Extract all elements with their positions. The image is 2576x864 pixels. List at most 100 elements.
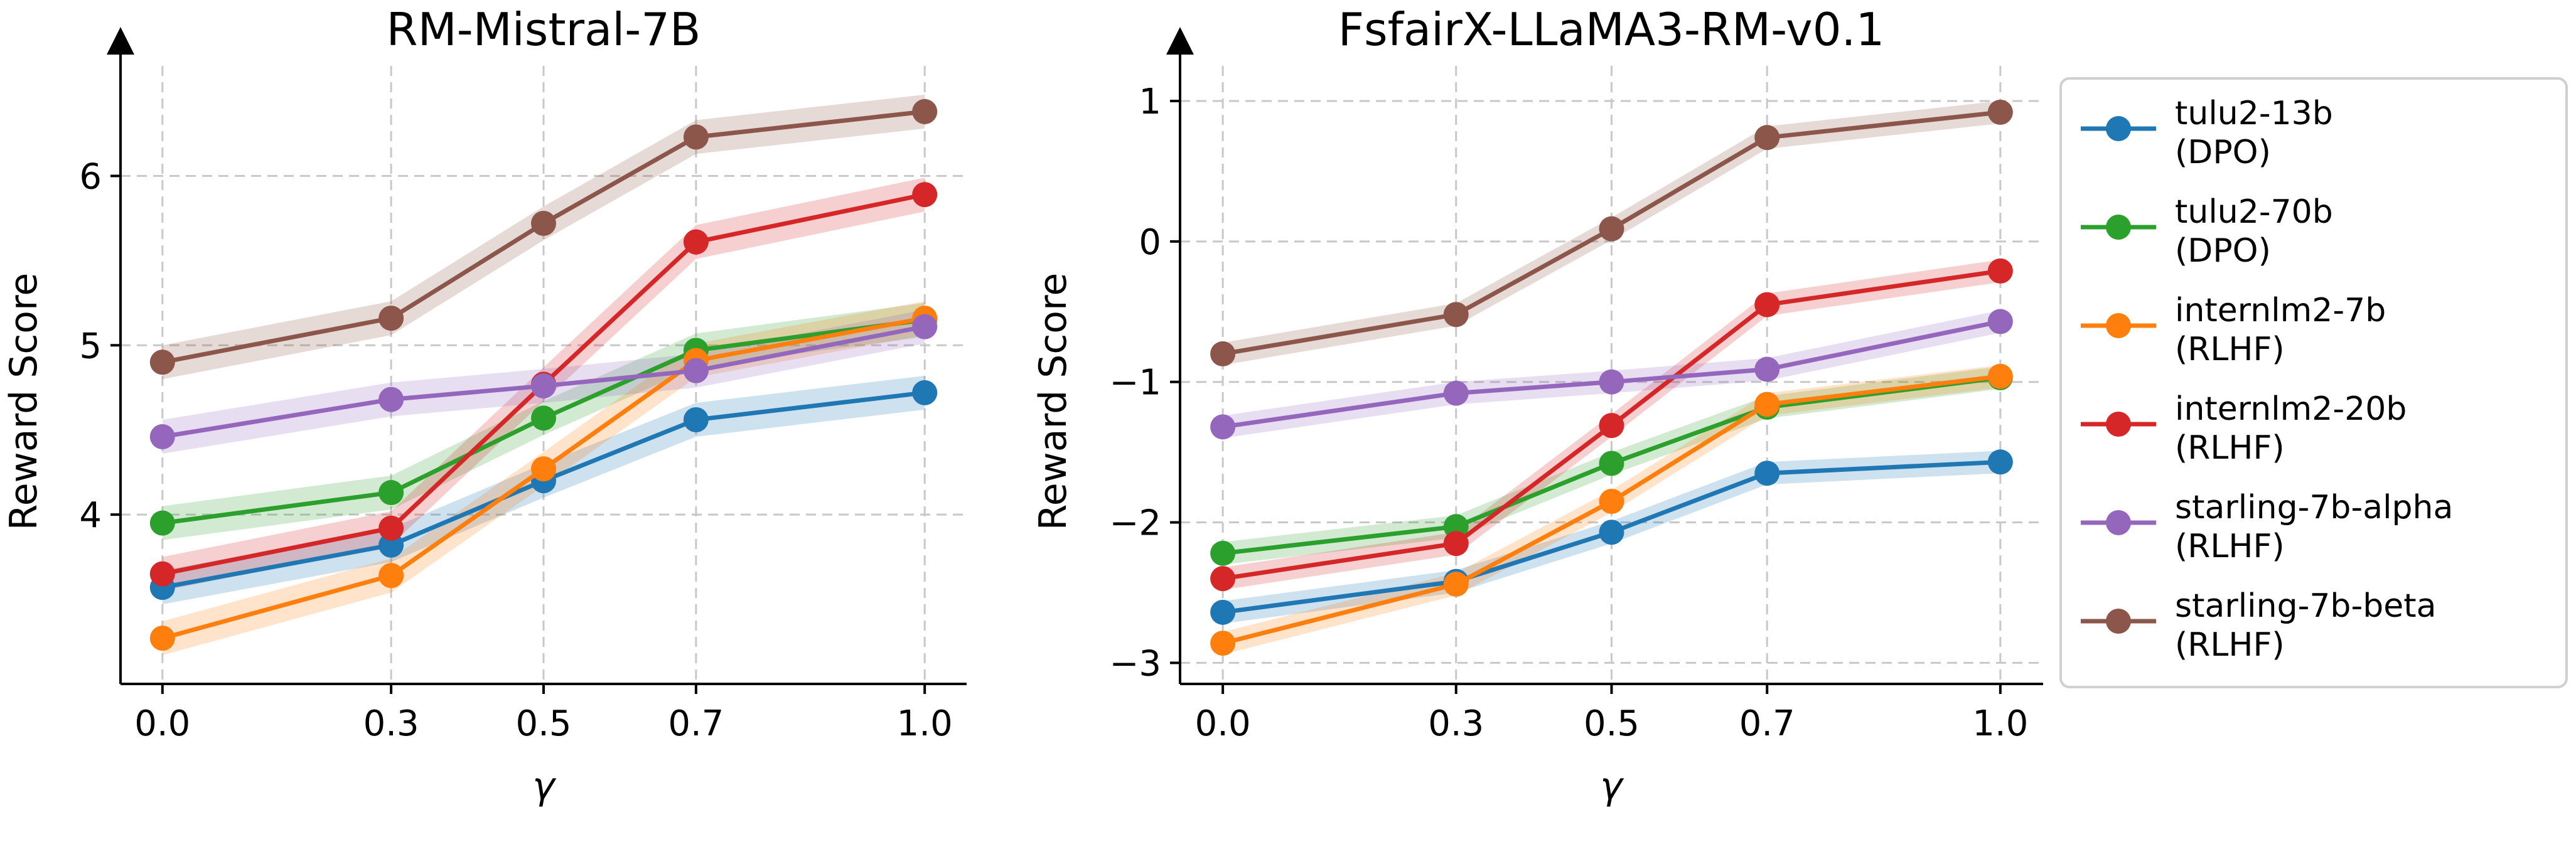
data-point: [1987, 449, 2013, 475]
data-point: [683, 358, 709, 383]
data-point: [1210, 566, 1236, 592]
series-3: [1210, 258, 2013, 592]
legend-label: internlm2-7b: [2175, 292, 2386, 329]
data-point: [1599, 369, 1624, 395]
data-point: [683, 229, 709, 255]
data-point: [1599, 488, 1624, 514]
x-axis-label: γ: [532, 764, 557, 808]
legend-label: starling-7b-beta: [2175, 587, 2436, 625]
legend-frame: [2059, 77, 2568, 688]
data-point: [1210, 414, 1236, 440]
legend-label: internlm2-20b: [2175, 390, 2407, 428]
legend-marker: [2106, 412, 2131, 437]
data-point: [912, 314, 938, 339]
series-5: [149, 99, 938, 375]
x-tick-label: 0.7: [1739, 703, 1795, 744]
data-point: [1443, 302, 1469, 328]
data-point: [1599, 413, 1624, 439]
data-point: [1599, 520, 1624, 545]
legend-entry: tulu2-13b(DPO): [2081, 95, 2333, 171]
legend-entry: internlm2-20b(RLHF): [2081, 390, 2407, 467]
data-point: [1987, 309, 2013, 334]
data-point: [1754, 356, 1780, 382]
legend-sublabel: (DPO): [2175, 232, 2271, 270]
legend-marker: [2106, 609, 2131, 634]
data-point: [683, 124, 709, 150]
legend-marker: [2106, 116, 2131, 141]
data-point: [378, 515, 404, 541]
data-point: [149, 626, 175, 651]
legend-sublabel: (RLHF): [2175, 528, 2285, 565]
data-point: [531, 210, 556, 236]
data-point: [1754, 461, 1780, 486]
y-axis-label: Reward Score: [2, 273, 46, 531]
legend: tulu2-13b(DPO)tulu2-70b(DPO)internlm2-7b…: [2059, 77, 2568, 688]
data-point: [1599, 451, 1624, 476]
legend-entry: tulu2-70b(DPO): [2081, 193, 2333, 270]
data-point: [1443, 572, 1469, 597]
data-point: [1987, 363, 2013, 389]
series-5: [1210, 99, 2013, 366]
data-point: [149, 349, 175, 375]
data-point: [531, 405, 556, 431]
panel-fsfairx: FsfairX-LLaMA3-RM-v0.1 Reward Score γ 0.…: [1031, 3, 2043, 808]
series-4: [149, 314, 938, 449]
data-point: [531, 373, 556, 399]
data-point: [1443, 380, 1469, 406]
axes: 0.0 0.3 0.5 0.7 1.0 1 0 −1 −2 −3: [1109, 27, 2043, 744]
y-tick-label: 1: [1139, 82, 1161, 122]
x-tick-label: 1.0: [897, 703, 953, 744]
y-tick-label: −1: [1109, 363, 1161, 403]
data-point: [1754, 392, 1780, 417]
y-axis-arrow: [107, 27, 134, 55]
legend-sublabel: (DPO): [2175, 134, 2271, 171]
y-axis-label: Reward Score: [1031, 273, 1075, 531]
data-point: [378, 563, 404, 589]
data-point: [1754, 125, 1780, 151]
x-tick-label: 0.5: [1584, 703, 1640, 744]
y-axis-arrow: [1166, 27, 1194, 55]
series-2: [1210, 363, 2013, 656]
legend-label: tulu2-70b: [2175, 193, 2333, 231]
data-point: [1210, 631, 1236, 656]
x-tick-label: 0.5: [515, 703, 571, 744]
data-point: [378, 306, 404, 331]
data-point: [1599, 216, 1624, 242]
data-point: [149, 424, 175, 449]
legend-entry: starling-7b-alpha(RLHF): [2081, 489, 2453, 565]
data-point: [149, 510, 175, 536]
legend-label: tulu2-13b: [2175, 95, 2333, 132]
data-point: [1987, 99, 2013, 125]
data-point: [531, 456, 556, 482]
legend-entry: starling-7b-beta(RLHF): [2081, 587, 2436, 664]
x-axis-label: γ: [1600, 764, 1624, 808]
legend-sublabel: (RLHF): [2175, 429, 2285, 467]
data-point: [1987, 258, 2013, 284]
y-tick-label: −3: [1109, 643, 1161, 684]
data-point: [378, 480, 404, 506]
data-point: [1210, 341, 1236, 366]
y-tick-label: 4: [79, 495, 102, 536]
legend-sublabel: (RLHF): [2175, 331, 2285, 368]
legend-entry: internlm2-7b(RLHF): [2081, 292, 2386, 368]
data-point: [378, 387, 404, 412]
legend-label: starling-7b-alpha: [2175, 489, 2453, 526]
y-tick-label: −2: [1109, 503, 1161, 544]
data-point: [149, 561, 175, 587]
y-tick-label: 6: [79, 156, 102, 197]
data-point: [1754, 292, 1780, 317]
legend-marker: [2106, 215, 2131, 240]
x-tick-label: 1.0: [1972, 703, 2028, 744]
legend-marker: [2106, 510, 2131, 535]
confidence-band: [162, 94, 925, 380]
x-tick-label: 0.0: [1195, 703, 1251, 744]
data-point: [912, 182, 938, 208]
data-point: [1210, 540, 1236, 566]
panel-rm-mistral: RM-Mistral-7B Reward Score γ 0.0 0.3 0.5 0.…: [2, 3, 967, 808]
panel-title: RM-Mistral-7B: [387, 3, 701, 56]
data-point: [912, 380, 938, 405]
legend-sublabel: (RLHF): [2175, 626, 2285, 664]
x-tick-label: 0.0: [134, 703, 190, 744]
data-point: [1210, 599, 1236, 625]
